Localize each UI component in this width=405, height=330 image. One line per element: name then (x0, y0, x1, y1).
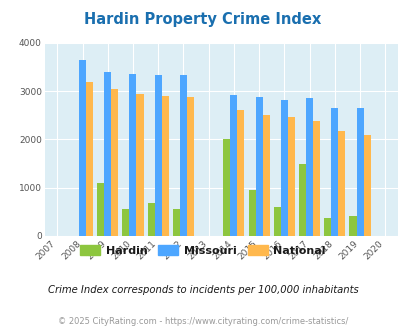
Bar (129, 74, 136, 236)
Bar (86, 82, 93, 236)
Bar (330, 108, 337, 236)
Bar (312, 120, 320, 236)
Bar (111, 89, 118, 236)
Bar (173, 209, 179, 236)
Bar (356, 108, 362, 236)
Bar (147, 203, 154, 236)
Text: Hardin Property Crime Index: Hardin Property Crime Index (84, 12, 321, 26)
Bar (349, 216, 356, 236)
Bar (179, 75, 186, 236)
Bar (305, 98, 312, 236)
Bar (136, 94, 143, 236)
Bar (154, 75, 161, 236)
Bar (262, 115, 269, 236)
Bar (104, 72, 111, 236)
Bar (230, 95, 237, 236)
Bar (161, 96, 168, 236)
Bar (280, 100, 287, 236)
Bar (237, 111, 244, 236)
Bar (79, 60, 86, 236)
Bar (97, 183, 104, 236)
Bar (287, 117, 294, 236)
Legend: Hardin, Missouri, National: Hardin, Missouri, National (75, 241, 330, 260)
Text: Crime Index corresponds to incidents per 100,000 inhabitants: Crime Index corresponds to incidents per… (47, 285, 358, 295)
Bar (362, 135, 370, 236)
Bar (122, 209, 129, 236)
Bar (337, 131, 345, 236)
Bar (223, 139, 230, 236)
Bar (298, 164, 305, 236)
Bar (273, 208, 280, 236)
Bar (255, 97, 262, 236)
Bar (186, 97, 194, 236)
Text: © 2025 CityRating.com - https://www.cityrating.com/crime-statistics/: © 2025 CityRating.com - https://www.city… (58, 317, 347, 326)
Bar (324, 217, 330, 236)
Bar (248, 190, 255, 236)
